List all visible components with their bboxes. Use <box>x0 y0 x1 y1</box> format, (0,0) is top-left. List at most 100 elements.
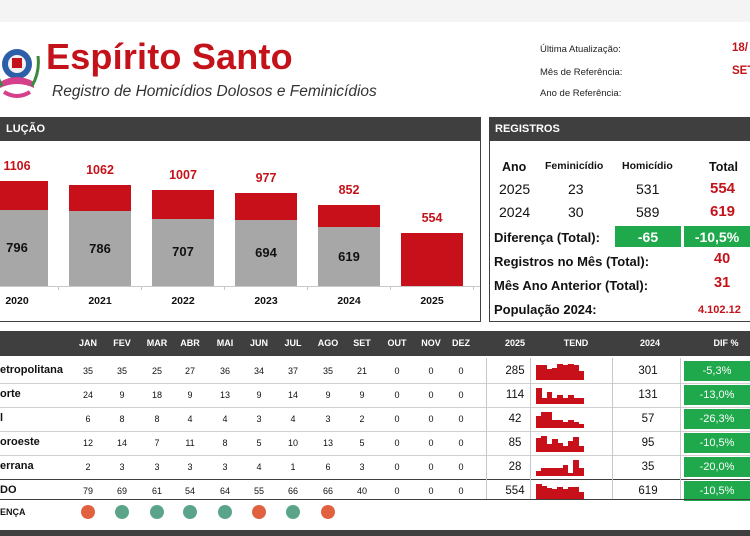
trend-bar <box>573 398 580 404</box>
table-bottom-divider <box>0 499 750 500</box>
trend-bar <box>546 444 553 452</box>
page-subtitle: Registro de Homicídios Dolosos e Feminic… <box>52 83 377 100</box>
total-2025: 554 <box>505 485 525 497</box>
trend-bar <box>568 364 574 380</box>
column-header-2025: 2025 <box>504 338 526 348</box>
year-label-2024: 2024 <box>337 295 361 307</box>
difference-dot-jul <box>286 505 300 519</box>
total-2025: 285 <box>505 365 525 377</box>
trend-bar <box>562 422 569 428</box>
column-divider <box>680 358 681 500</box>
month-value-ago: 9 <box>325 390 331 400</box>
column-divider <box>530 358 531 500</box>
month-value-ago: 3 <box>325 414 331 424</box>
column-header-set: SET <box>353 338 371 348</box>
month-value-fev: 35 <box>116 366 127 376</box>
bar-total-label-2020: 1106 <box>3 159 31 173</box>
month-value-ago: 66 <box>322 486 333 496</box>
total-2024: 619 <box>638 485 658 497</box>
trend-sparkline <box>536 458 585 476</box>
month-value-dez: 0 <box>458 486 464 496</box>
trend-bar <box>541 412 548 428</box>
trend-bar <box>552 368 558 380</box>
trend-bar <box>536 416 542 428</box>
total-2025: 114 <box>505 389 525 401</box>
bar-upper-2025 <box>401 233 463 286</box>
column-header-out: OUT <box>387 338 407 348</box>
bar-total-label-2024: 852 <box>338 183 360 198</box>
month-value-ago: 6 <box>325 462 331 472</box>
month-value-mar: 3 <box>154 462 160 472</box>
month-value-mai: 8 <box>222 438 228 448</box>
evolution-panel <box>0 117 481 322</box>
trend-bar <box>552 420 558 428</box>
column-header-jul: JUL <box>284 338 302 348</box>
month-value-jan: 12 <box>82 438 93 448</box>
reference-year-label: Ano de Referência: <box>540 88 622 99</box>
trend-bar <box>568 394 574 404</box>
month-value-jul: 1 <box>290 462 296 472</box>
axis-tick <box>473 286 474 290</box>
trend-bar <box>573 422 580 428</box>
registros-header-homicidio: Homicídio <box>622 160 673 172</box>
total-2024: 57 <box>641 413 655 425</box>
trend-bar <box>573 437 580 452</box>
difference-dot-mar <box>150 505 164 519</box>
month-value-mar: 7 <box>154 438 160 448</box>
bar-inner-label-2020: 796 <box>6 240 28 256</box>
mes-anterior-label: Mês Ano Anterior (Total): <box>494 278 649 293</box>
column-header-mar: MAR <box>146 338 168 348</box>
month-value-jun: 4 <box>256 462 262 472</box>
month-value-set: 3 <box>359 462 365 472</box>
trend-bar <box>568 420 574 428</box>
month-value-mai: 64 <box>219 486 230 496</box>
trend-bar <box>578 398 585 404</box>
axis-tick <box>307 286 308 290</box>
reference-month-value: SET <box>732 65 750 77</box>
month-value-jul: 66 <box>287 486 298 496</box>
trend-bar <box>557 487 564 500</box>
bar-lower-2023 <box>235 220 297 286</box>
bar-lower-2024 <box>318 227 380 286</box>
trend-bar <box>573 486 580 500</box>
month-value-jan: 79 <box>82 486 93 496</box>
month-value-jan: 2 <box>85 462 91 472</box>
trend-bar <box>536 470 542 476</box>
month-value-abr: 27 <box>184 366 195 376</box>
bar-lower-2020 <box>0 210 48 286</box>
chart-axis-line <box>0 286 480 287</box>
month-value-out: 0 <box>394 462 400 472</box>
month-value-abr: 4 <box>187 414 193 424</box>
mes-value: 40 <box>714 251 731 267</box>
trend-bar <box>562 446 569 452</box>
registros-row-2024-ano: 2024 <box>499 204 531 220</box>
populacao-label: População 2024: <box>494 302 597 317</box>
trend-bar <box>552 398 558 404</box>
registros-panel <box>489 117 750 322</box>
trend-bar <box>541 364 548 380</box>
mes-label: Registros no Mês (Total): <box>494 254 650 269</box>
trend-bar <box>557 442 564 452</box>
bar-inner-label-2023: 694 <box>255 245 277 261</box>
registros-panel-title: REGISTROS <box>495 123 560 135</box>
trend-bar <box>562 365 569 380</box>
total-2024: 131 <box>638 389 658 401</box>
trend-bar <box>552 468 558 476</box>
month-value-abr: 9 <box>187 390 193 400</box>
month-value-jul: 37 <box>287 366 298 376</box>
column-header-mai: MAI <box>216 338 234 348</box>
difference-dot-jan <box>81 505 95 519</box>
month-value-mar: 25 <box>151 366 162 376</box>
bar-total-label-2021: 1062 <box>86 163 114 178</box>
bar-inner-label-2022: 707 <box>172 244 194 260</box>
region-name: DO <box>0 484 17 496</box>
state-coat-of-arms-icon <box>0 49 40 98</box>
region-name: oroeste <box>0 436 40 448</box>
month-value-jun: 5 <box>256 438 262 448</box>
bar-inner-label-2021: 786 <box>89 240 111 256</box>
row-divider <box>0 431 750 432</box>
month-value-mai: 3 <box>222 462 228 472</box>
trend-bar <box>546 487 553 500</box>
table-header-bar <box>0 331 750 356</box>
month-value-out: 0 <box>394 414 400 424</box>
